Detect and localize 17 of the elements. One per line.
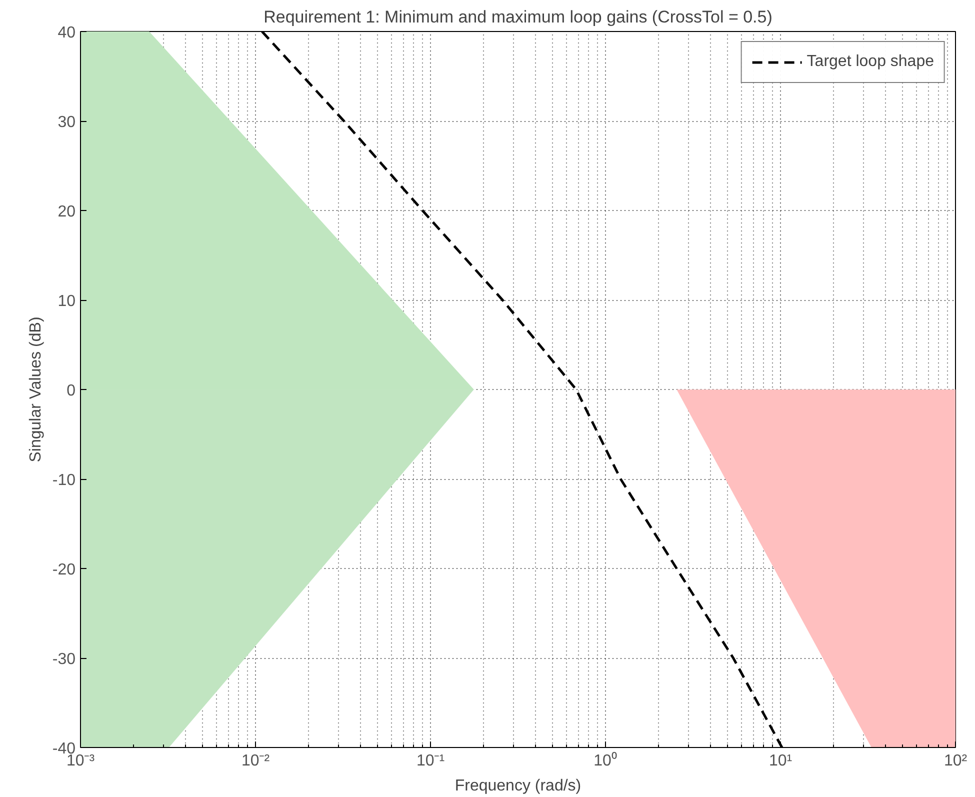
x-tick-label: 10¹ (768, 752, 792, 770)
y-tick-label: -20 (52, 562, 76, 578)
y-tick-label: 30 (58, 114, 76, 131)
x-axis-title: Frequency (rad/s) (454, 778, 582, 794)
y-axis-title: Singular Values (dB) (27, 316, 44, 462)
chart-title: Requirement 1: Minimum and maximum loop gains (CrossTol = 0.5) (264, 8, 772, 26)
y-tick-label: 20 (58, 204, 76, 220)
y-tick-label: 40 (58, 24, 76, 42)
y-tick-label: 10 (58, 293, 76, 310)
y-tick-label: -10 (52, 472, 76, 489)
legend-label: Target loop shape (806, 53, 934, 71)
x-tick-label: 10² (944, 752, 968, 770)
x-tick-label: 10⁻² (241, 752, 270, 770)
y-tick-label: -30 (52, 651, 76, 668)
x-tick-label: 10⁻¹ (416, 752, 445, 770)
y-tick-label: 0 (66, 382, 76, 400)
x-tick-label: 10⁰ (594, 752, 618, 770)
